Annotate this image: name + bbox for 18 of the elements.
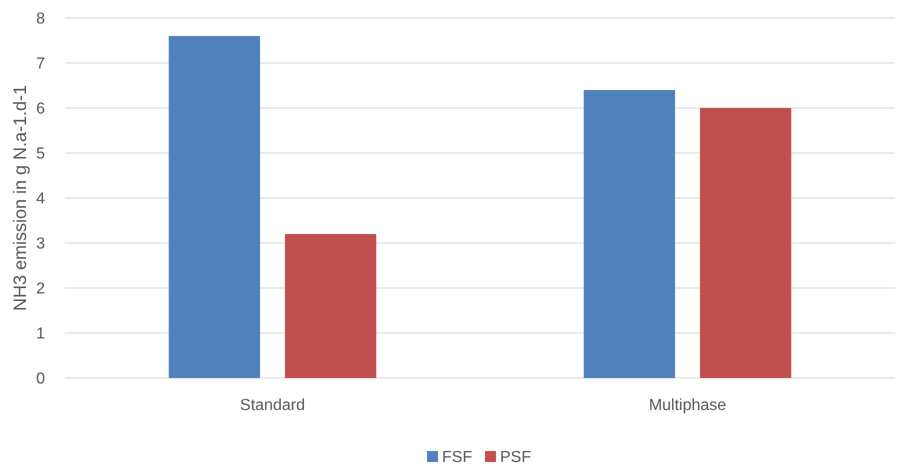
bar	[584, 90, 676, 378]
legend-label: PSF	[500, 449, 532, 466]
y-tick-label: 0	[36, 370, 46, 388]
y-tick-label: 4	[36, 190, 46, 208]
x-tick-label: Standard	[240, 397, 305, 414]
y-tick-label: 7	[36, 56, 46, 73]
bar	[168, 36, 260, 378]
y-tick-label: 2	[36, 280, 46, 298]
y-tick-label: 6	[36, 100, 46, 118]
x-tick-label: Multiphase	[648, 397, 726, 414]
bar	[700, 108, 792, 378]
y-tick-label: 8	[36, 10, 46, 28]
legend-label: FSF	[442, 449, 472, 466]
y-axis-title: NH3 emission in g N.a-1.d-1	[10, 84, 30, 312]
y-tick-label: 3	[36, 236, 46, 253]
y-tick-label: 1	[36, 326, 46, 343]
y-tick-label: 5	[36, 146, 46, 163]
bar	[284, 234, 376, 378]
